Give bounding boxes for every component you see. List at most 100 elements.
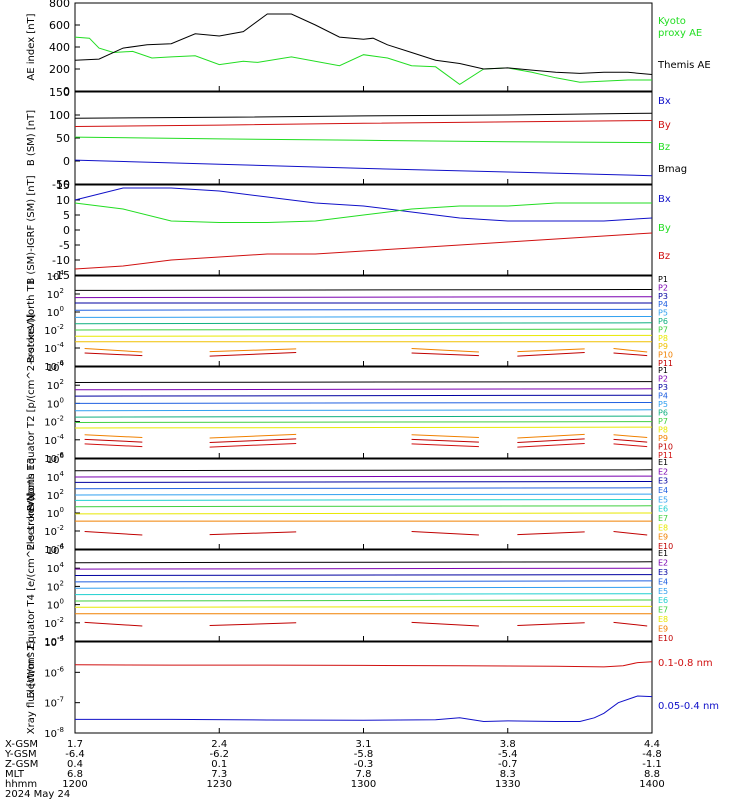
panel-7-ytick-label: 102 [47, 579, 64, 593]
panel-4-ytick-label: 102 [47, 287, 64, 301]
panel-5-p10-segment [209, 438, 297, 444]
panel-2-ylabel: B (SM) [nT] [26, 110, 37, 166]
panel-5-legend-p6: P6 [658, 409, 668, 418]
panel-6-legend-e1: E1 [658, 458, 668, 467]
date-label: 2024 May 24 [5, 789, 70, 800]
panel-4-ytick-label: 10-4 [44, 341, 64, 355]
panel-7-legend-e4: E4 [658, 577, 668, 586]
panel-5-p5-line [74, 409, 653, 412]
panel-7-e1-line [74, 561, 653, 564]
panel-5-ytick-label: 10-4 [44, 433, 64, 447]
ephemeris-row-label-x-gsm: X-GSM [5, 739, 38, 750]
legend-kyoto-proxy-ae: Kyoto [658, 16, 686, 27]
panel-1-ytick-label: 600 [49, 19, 70, 32]
panel-6-e10-segment [209, 531, 297, 536]
panel-6-e7-line [74, 505, 653, 508]
panel-4-legend-p5: P5 [658, 309, 668, 318]
panel-7-e2-line [74, 567, 653, 570]
legend-0-1-0-8-nm: 0.1-0.8 nm [658, 658, 713, 669]
ephemeris-value: 0.4 [67, 759, 83, 770]
panel-5-p9-segment [84, 434, 143, 439]
panel-3-ytick-label: 10 [56, 194, 70, 207]
panel-5-legend-p4: P4 [658, 392, 668, 401]
panel-5-legend-p11: P11 [658, 451, 673, 460]
panel-5-legend-p7: P7 [658, 417, 668, 426]
panel-4-legend-p9: P9 [658, 342, 668, 351]
panel-4-legend-p3: P3 [658, 292, 668, 301]
panel-3-ytick-label: -10 [52, 254, 70, 267]
ephemeris-value: 7.3 [211, 769, 227, 780]
ephemeris-value: 8.3 [500, 769, 516, 780]
ephemeris-value: 4.4 [644, 739, 660, 750]
ephemeris-row-label-mlt: MLT [5, 769, 25, 780]
ephemeris-value: 1300 [351, 779, 376, 790]
panel-5-p8-line [74, 426, 653, 429]
panel-6-e5-line [74, 493, 653, 496]
panel-4-legend-p1: P1 [658, 275, 668, 284]
ephemeris-value: 1200 [62, 779, 87, 790]
panel-8-ytick-label: 10-8 [44, 726, 64, 740]
panel-5-legend-p10: P10 [658, 443, 673, 452]
panel-7-ytick-label: 10-4 [44, 634, 64, 648]
panel-5-ylabel: Protons Equator T2 [p/(cm^2-s-sr-keV)] [26, 314, 37, 511]
panel-4-p10-segment [84, 347, 143, 353]
ephemeris-value: -6.4 [65, 749, 85, 760]
legend-bz: Bz [658, 142, 670, 153]
panel-4-p11-segment [613, 352, 648, 357]
panel-1-frame [74, 2, 653, 92]
ephemeris-value: 1.7 [67, 739, 83, 750]
panel-7-legend-e1: E1 [658, 549, 668, 558]
ephemeris-value: -5.4 [498, 749, 518, 760]
ephemeris-value: 2.4 [211, 739, 227, 750]
panel-5-p1-line [74, 381, 653, 383]
panel-6-e6-line [74, 499, 653, 501]
panel-4-legend-p8: P8 [658, 334, 668, 343]
panel-4-p6-line [74, 322, 653, 325]
panel-4-p10-segment [517, 348, 585, 353]
panel-4-legend-p6: P6 [658, 317, 668, 326]
panel-4-p11-segment [209, 352, 297, 357]
panel-2-ytick-label: -50 [52, 178, 70, 191]
panel-7-legend-e2: E2 [658, 558, 668, 567]
panel-8-ytick-label: 10-5 [44, 635, 64, 649]
panel-1-ytick-label: 0 [63, 85, 70, 98]
panel-5-p11-segment [411, 443, 479, 448]
panel-7-legend-e3: E3 [658, 568, 668, 577]
panel-1-themis-ae-line [74, 13, 653, 75]
panel-5-legend-p5: P5 [658, 400, 668, 409]
panel-7-ylabel: Electrons Equator T4 [e/(cm^2-s-sr-keV)] [26, 493, 37, 699]
panel-4-legend-p7: P7 [658, 325, 668, 334]
legend-themis-ae: Themis AE [657, 60, 711, 71]
panel-3-ylabel: B (SM)-IGRF (SM) [nT] [26, 175, 37, 284]
panel-5-p11-segment [84, 443, 143, 448]
panel-4-ylabel: Protons North T1 [26, 279, 37, 363]
panel-3-ytick-label: 15 [56, 179, 70, 192]
panel-7-e6-line [74, 593, 653, 596]
panel-3-ytick-label: 5 [63, 209, 70, 222]
panel-5-p9-segment [517, 433, 585, 439]
panel-8-ylabel: Xray flux [W/m^2] [26, 641, 37, 735]
panel-7-ytick-label: 100 [47, 598, 64, 612]
panel-7-e10-segment [84, 621, 143, 627]
panel-4-p4-line [74, 308, 653, 311]
panel-5-ytick-label: 104 [47, 360, 65, 374]
panel-5-p11-segment [209, 442, 297, 448]
panel-4-p7-line [74, 328, 653, 331]
ephemeris-value: 3.1 [356, 739, 372, 750]
panel-5-p10-segment [613, 438, 648, 443]
panel-5-p9-segment [209, 433, 297, 439]
panel-4-ytick-label: 10-6 [44, 359, 64, 373]
panel-7-ytick-label: 104 [47, 561, 65, 575]
panel-4-p10-segment [613, 347, 648, 353]
panel-5-legend-p3: P3 [658, 383, 668, 392]
panel-8-0-1-0-8-nm-line [74, 661, 653, 668]
panel-8-0-05-0-4-nm-line [75, 695, 653, 723]
legend-kyoto-proxy-ae-line2: proxy AE [658, 28, 702, 39]
ephemeris-value: 1330 [495, 779, 520, 790]
panel-6-frame [74, 458, 653, 550]
panel-1-kyoto-proxy-ae-line [74, 36, 652, 86]
ephemeris-value: 7.8 [356, 769, 372, 780]
panel-4-legend-p11: P11 [658, 359, 673, 368]
panel-6-ytick-label: 102 [47, 488, 64, 502]
